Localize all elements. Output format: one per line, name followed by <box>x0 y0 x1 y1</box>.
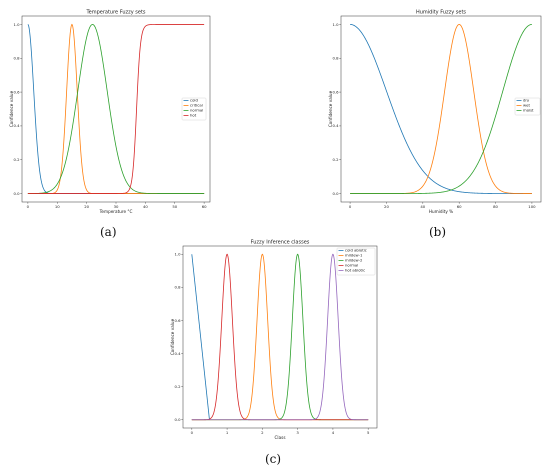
x-tick-label: 20 <box>84 204 89 209</box>
legend-box <box>336 247 376 276</box>
inference-classes-chart: Fuzzy Inference classes 0 1 2 3 4 5 0.0 0.2 0.4 0.… <box>170 240 378 440</box>
y-tick-label: 0.2 <box>332 157 339 162</box>
x-tick-label: 80 <box>493 204 498 209</box>
series-line-normal <box>27 24 205 194</box>
series-line-cold-abiotic <box>191 254 210 420</box>
series-line-moist <box>350 24 532 194</box>
legend-label-cold-abiotic: cold abiotic <box>345 248 367 253</box>
series-line-mildew-2 <box>191 253 369 421</box>
y-tick-label: 0.4 <box>332 123 339 128</box>
series-line-wet <box>350 24 532 194</box>
legend-label-normal: normal <box>190 108 203 113</box>
y-tick-label: 0.8 <box>174 285 181 290</box>
x-tick-label: 5 <box>367 430 370 435</box>
temperature-chart: Temperature Fuzzy sets 0 10 20 30 40 50 60 0.0 0.… <box>9 10 211 214</box>
y-axis-label: Confidence value <box>328 90 333 127</box>
y-tick-label: 1.0 <box>13 22 20 27</box>
chart-title: Humidity Fuzzy sets <box>416 10 466 16</box>
legend-label-normal: normal <box>345 263 358 268</box>
y-axis-label: Confidence value <box>170 318 175 355</box>
x-tick-label: 1 <box>226 430 229 435</box>
humidity-chart: Humidity Fuzzy sets 0 20 40 60 80 100 0.0 0.2 0.4… <box>328 10 542 214</box>
y-tick-label: 0.0 <box>332 191 339 196</box>
panel-label-a: (a) <box>100 225 117 239</box>
y-tick-label: 0.2 <box>13 157 20 162</box>
y-tick-label: 1.0 <box>332 22 339 27</box>
x-tick-label: 10 <box>55 204 60 209</box>
x-tick-label: 60 <box>202 204 207 209</box>
plot-frame <box>340 15 542 203</box>
x-tick-label: 3 <box>296 430 299 435</box>
y-tick-label: 0.4 <box>13 123 20 128</box>
panel-label-c: (c) <box>265 452 282 466</box>
y-tick-label: 0.0 <box>13 191 20 196</box>
y-tick-label: 0.2 <box>174 384 181 389</box>
series-line-cold <box>27 24 205 194</box>
legend-label-dry: dry <box>523 98 530 103</box>
series-line-dry <box>350 24 532 194</box>
chart-title: Temperature Fuzzy sets <box>85 10 145 16</box>
x-tick-label: 20 <box>384 204 389 209</box>
y-tick-label: 0.8 <box>332 56 339 61</box>
x-tick-label: 40 <box>420 204 425 209</box>
y-tick-label: 0.6 <box>332 89 339 94</box>
x-tick-label: 40 <box>143 204 148 209</box>
legend-label-critical: critical <box>190 103 203 108</box>
y-tick-label: 0.6 <box>13 89 20 94</box>
legend-label-mildew-1: mildew-1 <box>345 253 363 258</box>
x-tick-label: 0 <box>349 204 352 209</box>
x-tick-label: 30 <box>114 204 119 209</box>
y-tick-label: 0.4 <box>174 351 181 356</box>
x-axis-label: Temperature °C <box>99 209 133 214</box>
legend-label-wet: wet <box>523 103 530 108</box>
y-tick-label: 0.8 <box>13 56 20 61</box>
x-tick-label: 2 <box>261 430 264 435</box>
x-tick-label: 4 <box>332 430 335 435</box>
series-line-hot <box>27 24 205 194</box>
panel-label-b: (b) <box>429 225 447 239</box>
legend-label-hot: hot <box>190 113 197 118</box>
legend-box <box>181 97 207 121</box>
x-tick-label: 50 <box>172 204 177 209</box>
legend-label-cold: cold <box>190 98 198 103</box>
legend-label-moist: moist <box>523 108 534 113</box>
legend-label-hot-abiotic: hot abiotic <box>345 268 365 273</box>
x-axis-label: Class <box>274 435 285 440</box>
x-tick-label: 0 <box>27 204 30 209</box>
y-tick-label: 0.6 <box>174 318 181 323</box>
y-tick-label: 1.0 <box>174 252 181 257</box>
x-tick-label: 60 <box>457 204 462 209</box>
series-line-normal <box>191 253 369 421</box>
y-tick-label: 0.0 <box>174 417 181 422</box>
chart-title: Fuzzy Inference classes <box>251 240 310 246</box>
y-axis-label: Confidence value <box>9 90 14 127</box>
legend-label-mildew-2: mildew-2 <box>345 258 363 263</box>
series-line-hot-abiotic <box>191 253 369 421</box>
plot-frame <box>182 245 378 429</box>
x-tick-label: 100 <box>528 204 536 209</box>
series-line-mildew-1 <box>191 253 369 421</box>
x-axis-label: Humidity % <box>429 209 453 214</box>
series-line-critical <box>27 23 205 194</box>
x-tick-label: 0 <box>191 430 194 435</box>
